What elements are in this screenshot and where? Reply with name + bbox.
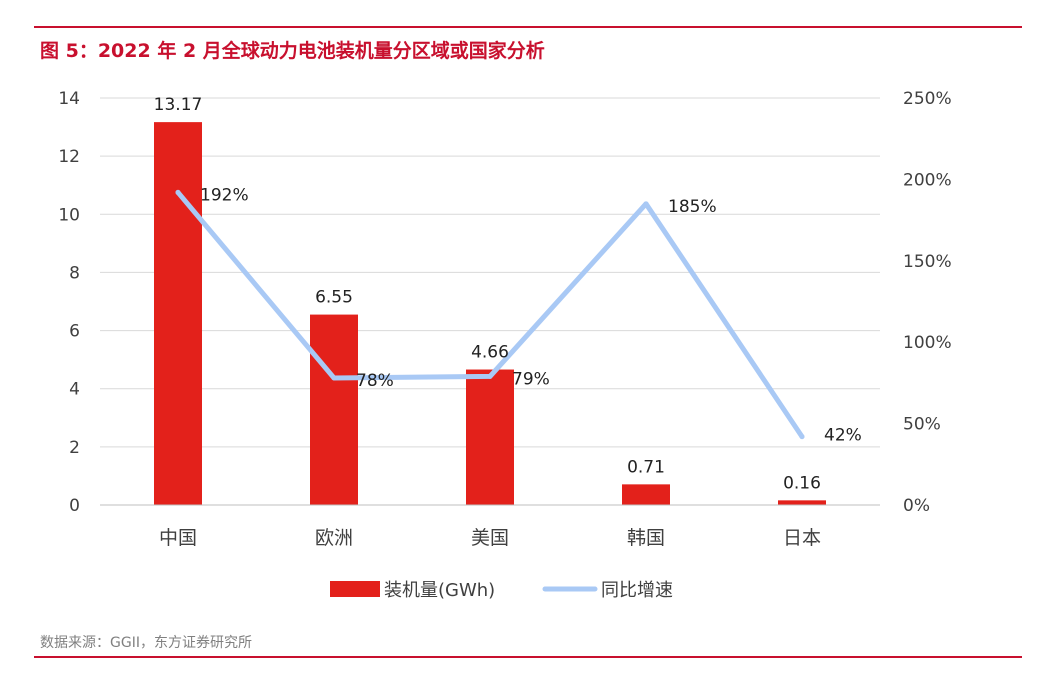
figure-title: 图 5：2022 年 2 月全球动力电池装机量分区域或国家分析 (40, 40, 545, 62)
right-axis-tick: 200% (903, 170, 952, 190)
bar-value-label: 0.16 (783, 473, 821, 493)
legend-bar-swatch (330, 581, 380, 597)
line-point (175, 189, 181, 195)
right-axis-tick: 250% (903, 89, 952, 109)
right-axis-tick: 50% (903, 415, 941, 435)
line-point (331, 375, 337, 381)
bar (778, 500, 826, 505)
bar (466, 369, 514, 505)
top-divider (34, 26, 1022, 28)
bar-value-label: 0.71 (627, 457, 665, 477)
legend-bar-label: 装机量(GWh) (384, 580, 495, 601)
bar (310, 314, 358, 505)
line-value-label: 185% (668, 197, 717, 217)
line-point (643, 201, 649, 207)
combo-chart: 0 2 4 6 8 10 12 14 0% 50% 100% 150% 200% 250% 中国 欧洲 美国 韩国… (58, 89, 952, 601)
left-axis-tick: 14 (58, 89, 80, 109)
bar-value-label: 6.55 (315, 288, 353, 308)
left-axis-tick: 12 (58, 147, 80, 167)
left-axis-tick: 0 (69, 496, 80, 516)
category-label: 中国 (159, 527, 197, 549)
legend-line-label: 同比增速 (601, 580, 673, 601)
right-axis-tick: 100% (903, 333, 952, 353)
right-axis-tick: 150% (903, 252, 952, 272)
line-value-label: 78% (356, 371, 394, 391)
source-note: 数据来源：GGII，东方证券研究所 (40, 635, 252, 651)
bottom-divider (34, 656, 1022, 658)
left-axis-tick: 10 (58, 205, 80, 225)
category-label: 日本 (783, 527, 821, 549)
left-axis-tick: 4 (69, 380, 80, 400)
line-point (799, 434, 805, 440)
left-axis-tick: 6 (69, 322, 80, 342)
bar (154, 122, 202, 506)
bar (622, 484, 670, 505)
bar-value-label: 4.66 (471, 343, 509, 363)
category-label: 韩国 (627, 527, 665, 549)
category-label: 美国 (471, 527, 509, 549)
right-axis-tick: 0% (903, 496, 930, 516)
bar-value-label: 13.17 (154, 95, 203, 115)
category-label: 欧洲 (315, 527, 353, 549)
line-value-label: 79% (512, 369, 550, 389)
left-axis-tick: 8 (69, 263, 80, 283)
line-point (487, 373, 493, 379)
left-axis-tick: 2 (69, 438, 80, 458)
line-value-label: 192% (200, 185, 249, 205)
line-value-label: 42% (824, 426, 862, 446)
